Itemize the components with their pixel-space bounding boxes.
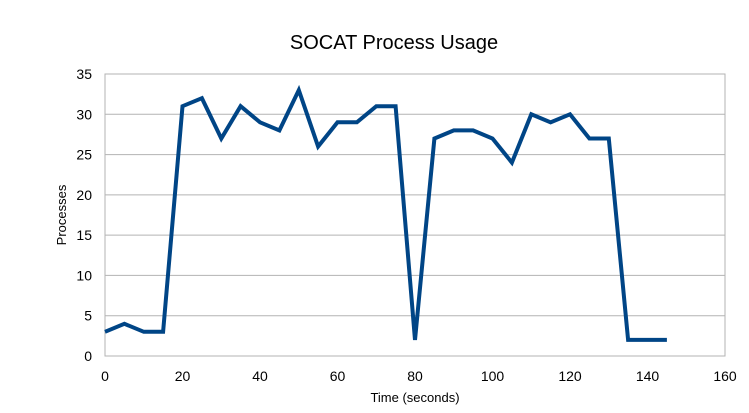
y-tick-label: 15 [76,227,92,243]
x-tick-label: 80 [407,368,423,384]
x-tick-label: 160 [713,368,737,384]
series-group [104,84,667,342]
y-tick-label: 5 [84,308,92,324]
x-tick-label: 120 [558,368,582,384]
y-axis-ticks: 0 5 10 15 20 25 30 35 [76,66,92,364]
x-axis-label: Time (seconds) [370,390,459,405]
series-line [104,84,667,342]
y-tick-label: 20 [76,187,92,203]
chart-title: SOCAT Process Usage [290,32,498,54]
x-tick-label: 60 [330,368,346,384]
y-tick-label: 0 [84,348,92,364]
gridlines [105,73,725,357]
y-axis-label: Processes [54,184,69,245]
y-tick-label: 10 [76,267,92,283]
y-tick-label: 35 [76,66,92,82]
x-tick-label: 20 [175,368,191,384]
x-tick-label: 100 [481,368,505,384]
y-tick-label: 25 [76,147,92,163]
x-tick-label: 40 [252,368,268,384]
x-tick-label: 140 [636,368,660,384]
x-axis-ticks: 0 20 40 60 80 100 120 140 160 [101,368,737,384]
x-tick-label: 0 [101,368,109,384]
plot-frame [104,73,726,357]
y-tick-label: 30 [76,106,92,122]
